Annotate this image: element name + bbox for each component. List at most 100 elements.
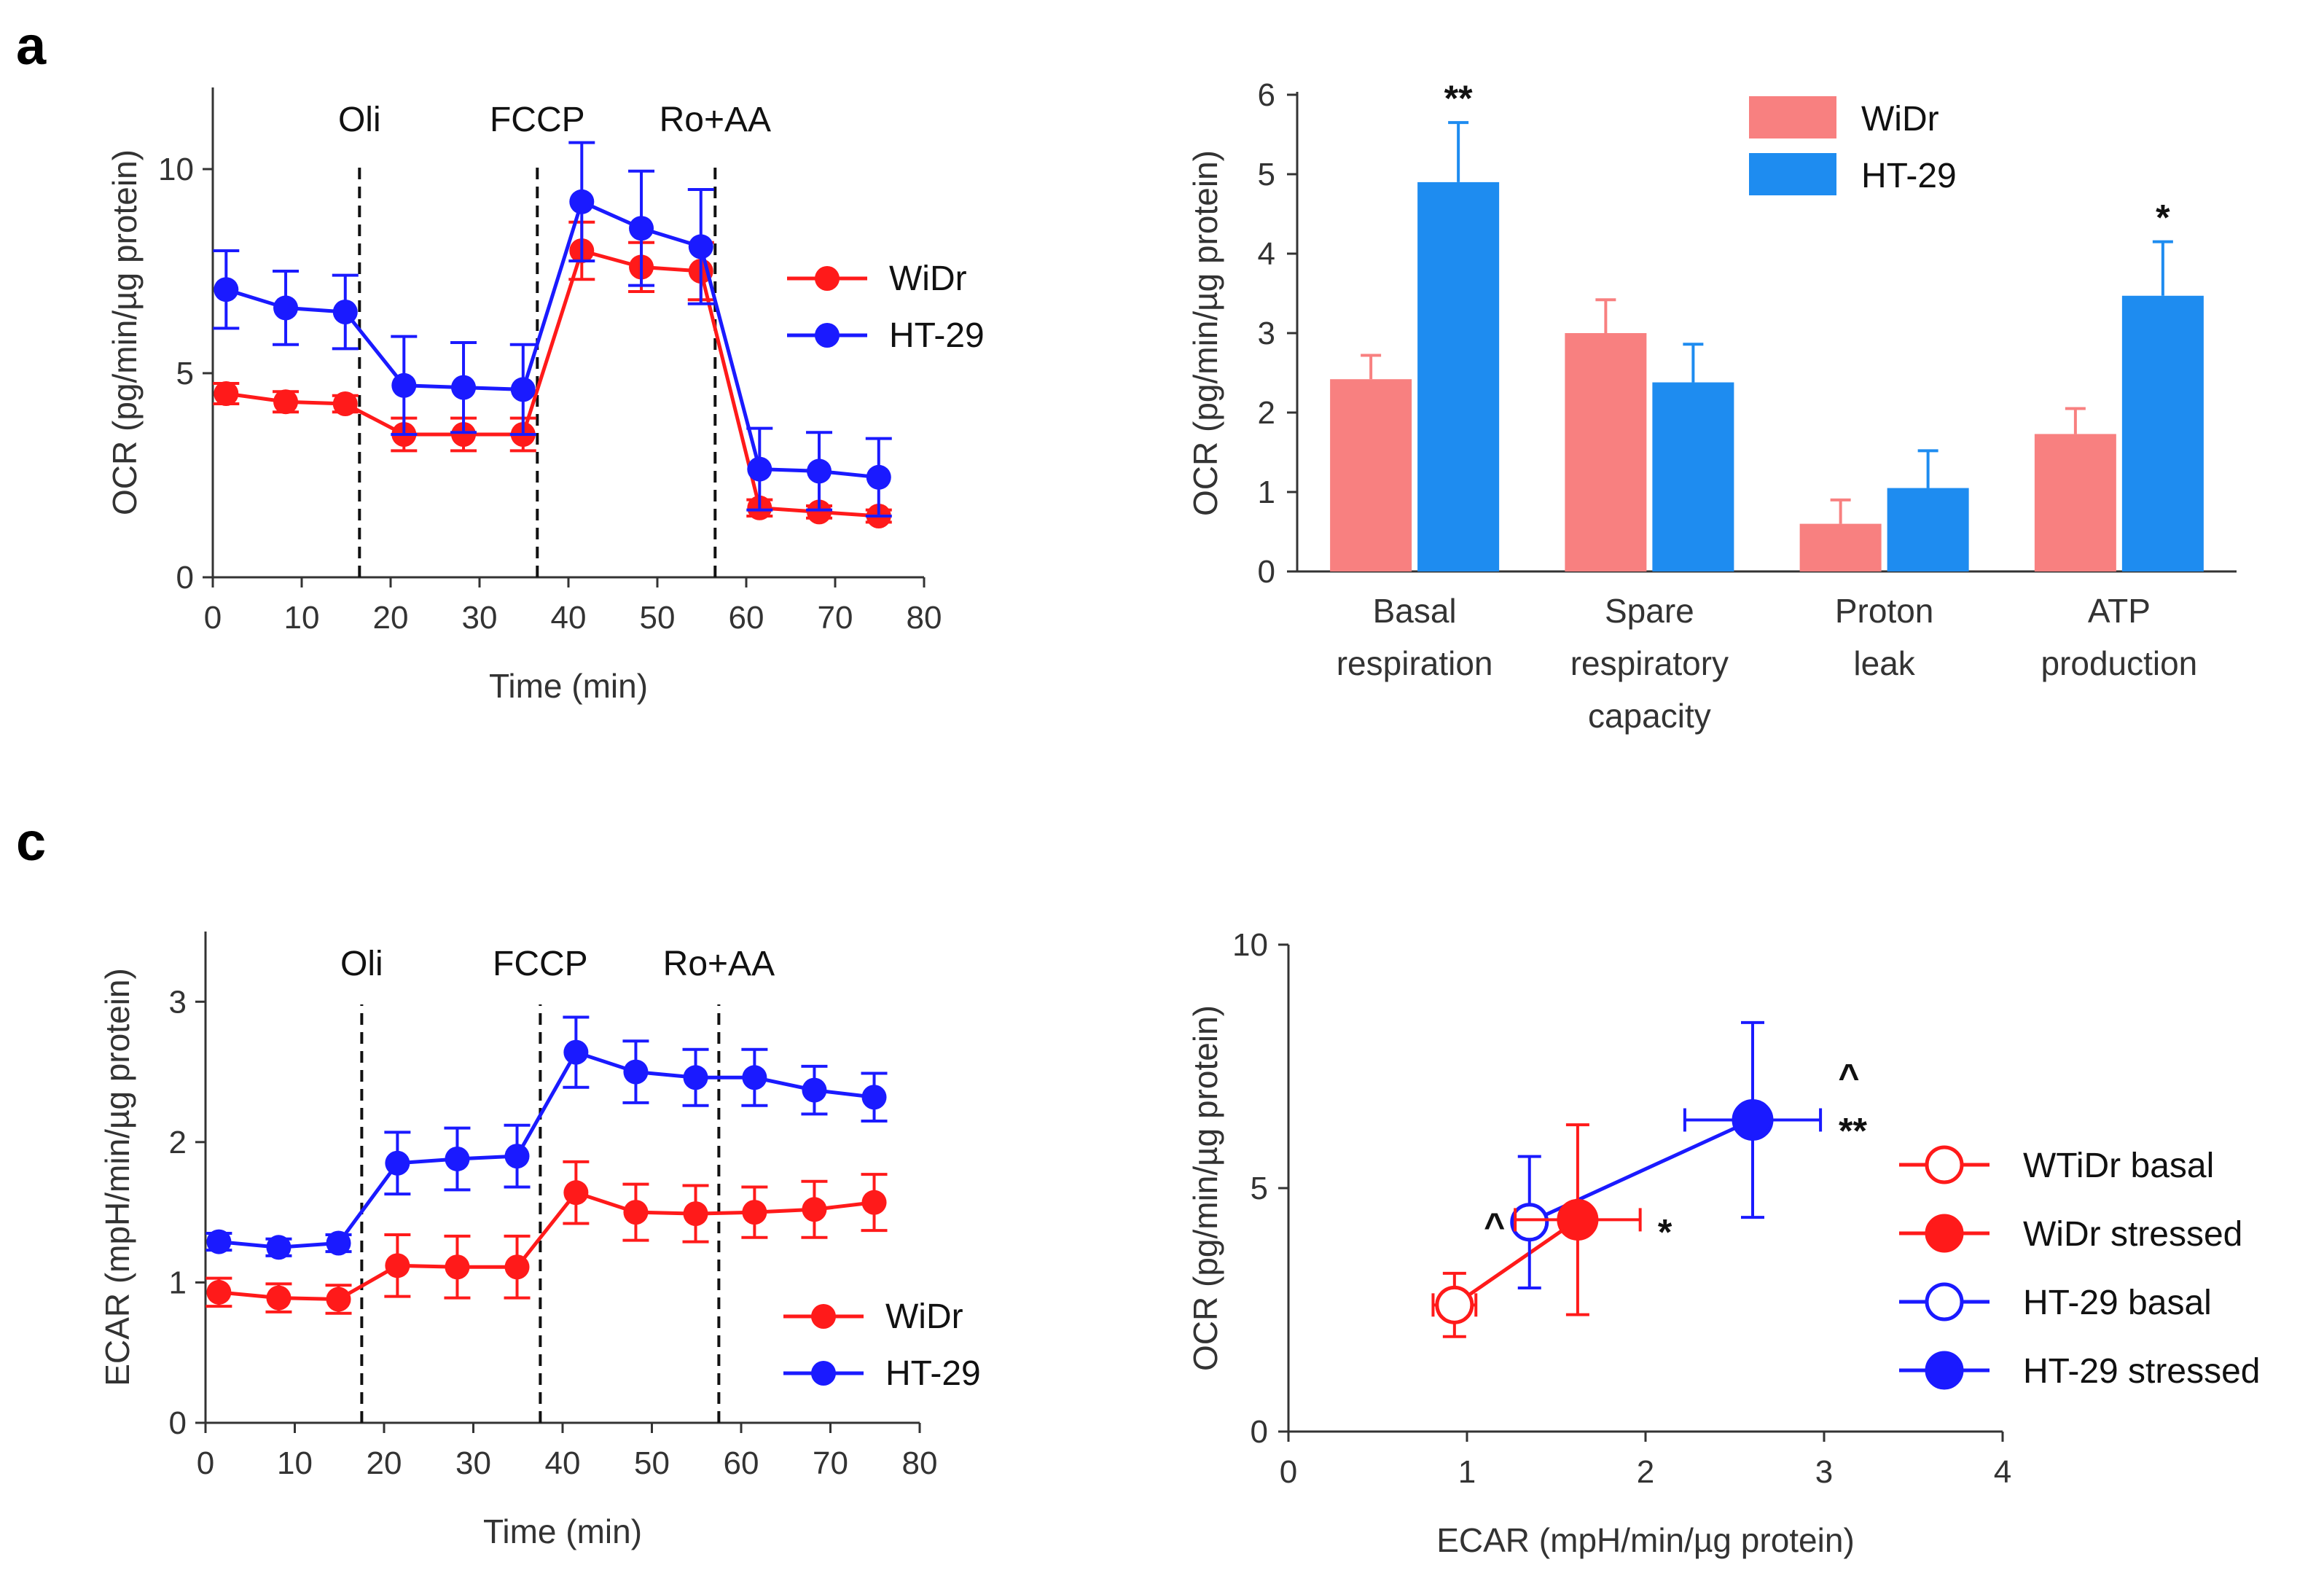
y-tick-label: 10 [158, 152, 194, 187]
data-point-widr [206, 1279, 232, 1305]
legend-marker [815, 323, 840, 348]
treatment-label: Ro+AA [660, 101, 771, 139]
significance-marker: * [2156, 198, 2170, 238]
legend-label: WiDr [1861, 100, 1939, 138]
legend-label: HT-29 [889, 316, 985, 355]
legend-marker [1925, 1145, 1964, 1184]
data-point [1732, 1098, 1774, 1141]
x-tick-label: 1 [1458, 1454, 1476, 1490]
x-tick-label: 80 [902, 1445, 938, 1481]
category-label: Spare [1605, 592, 1694, 630]
data-point-widr [451, 422, 477, 447]
data-point-ht-29 [273, 295, 299, 321]
x-tick-label: 30 [462, 600, 498, 636]
x-axis-label: Time (min) [483, 1512, 642, 1550]
data-point-ht-29 [683, 1065, 708, 1090]
legend-marker [811, 1361, 836, 1386]
legend-label: WiDr stressed [2023, 1215, 2242, 1254]
data-point-ht-29 [742, 1065, 767, 1090]
legend-label: HT-29 basal [2023, 1284, 2212, 1322]
y-axis-label: OCR (pg/min/µg protein) [1186, 150, 1224, 516]
category-label: respiration [1337, 644, 1493, 682]
y-tick-label: 0 [1258, 554, 1275, 590]
category-label: ATP [2088, 592, 2151, 630]
data-point-ht-29 [504, 1144, 530, 1169]
panel-label-c: c [16, 811, 46, 872]
x-tick-label: 50 [634, 1445, 670, 1481]
category-label: leak [1853, 644, 1915, 682]
bar-ht-29 [1887, 488, 1969, 571]
x-axis-label: Time (min) [489, 667, 648, 705]
significance-marker: * [1658, 1211, 1672, 1252]
legend-marker [1925, 1282, 1964, 1321]
x-tick-label: 2 [1637, 1454, 1654, 1490]
data-point-ht-29 [623, 1059, 649, 1085]
y-tick-label: 10 [1232, 927, 1268, 963]
data-point-widr [861, 1190, 887, 1215]
data-point-ht-29 [688, 234, 713, 259]
legend-swatch [1749, 96, 1836, 138]
data-point-widr [266, 1285, 292, 1311]
y-tick-label: 5 [1251, 1171, 1268, 1206]
x-tick-label: 40 [545, 1445, 581, 1481]
panel-c: c 0 10 20 30 40 50 60 70 80 0 1 2 3 Time (min) ECAR (m… [0, 794, 1162, 1589]
data-point-ht-29 [866, 464, 891, 490]
data-point-ht-29 [747, 456, 772, 482]
data-point-ht-29 [214, 277, 239, 302]
data-point-ht-29 [802, 1077, 827, 1103]
category-label: Proton [1835, 592, 1934, 630]
data-point-widr [385, 1253, 410, 1278]
legend-marker [815, 266, 840, 291]
data-point-widr [326, 1287, 351, 1312]
data-point-widr [807, 499, 832, 525]
y-axis-label: OCR (pg/min/µg protein) [1186, 1005, 1224, 1371]
data-point-ht-29 [206, 1229, 232, 1254]
legend-marker [1925, 1351, 1964, 1390]
y-tick-label: 6 [1258, 77, 1275, 113]
x-tick-label: 60 [729, 600, 764, 636]
data-point [1435, 1285, 1474, 1324]
data-point-ht-29 [629, 216, 654, 241]
significance-marker: ** [1444, 78, 1473, 119]
bar-ht-29 [1652, 382, 1734, 571]
legend-marker [811, 1304, 836, 1329]
data-point-ht-29 [326, 1230, 351, 1256]
y-axis-label: OCR (pg/min/µg protein) [106, 149, 144, 515]
data-point-widr [623, 1200, 649, 1225]
significance-marker: ** [1839, 1110, 1867, 1151]
bar-widr [2034, 434, 2116, 571]
x-tick-label: 70 [813, 1445, 848, 1481]
data-point [1557, 1198, 1599, 1241]
ocr-timecourse-chart: a 0 10 20 30 40 50 60 70 80 0 5 10 Time (min) OCR (pg… [16, 15, 985, 705]
data-point-ht-29 [451, 375, 477, 400]
x-tick-label: 70 [818, 600, 853, 636]
data-point-widr [563, 1180, 589, 1206]
x-tick-label: 20 [367, 1445, 402, 1481]
data-point-ht-29 [563, 1039, 589, 1065]
data-point-widr [683, 1201, 708, 1227]
x-tick-label: 0 [1280, 1454, 1297, 1490]
data-point-ht-29 [391, 372, 417, 398]
legend-label: HT-29 [1861, 157, 1957, 195]
panel-a: a 0 10 20 30 40 50 60 70 80 0 5 10 Time (min) OCR (pg… [0, 0, 1162, 773]
data-point-ht-29 [332, 300, 358, 324]
y-tick-label: 2 [169, 1125, 187, 1160]
y-tick-label: 0 [169, 1405, 187, 1441]
treatment-label: FCCP [490, 101, 585, 139]
data-point-ht-29 [266, 1235, 292, 1260]
y-tick-label: 1 [169, 1265, 187, 1300]
data-point-widr [504, 1254, 530, 1280]
ecar-timecourse-chart: c 0 10 20 30 40 50 60 70 80 0 1 2 3 Time (min) ECAR (m… [16, 811, 981, 1550]
data-point [1510, 1203, 1549, 1242]
legend-marker [1925, 1214, 1964, 1253]
data-point-ht-29 [569, 189, 595, 214]
data-point-ht-29 [510, 377, 536, 402]
category-label: Basal [1373, 592, 1457, 630]
x-tick-label: 0 [197, 1445, 214, 1481]
x-tick-label: 50 [640, 600, 676, 636]
legend-label: WTiDr basal [2023, 1147, 2214, 1185]
legend-label: HT-29 stressed [2023, 1352, 2260, 1391]
treatment-label: FCCP [493, 945, 588, 983]
